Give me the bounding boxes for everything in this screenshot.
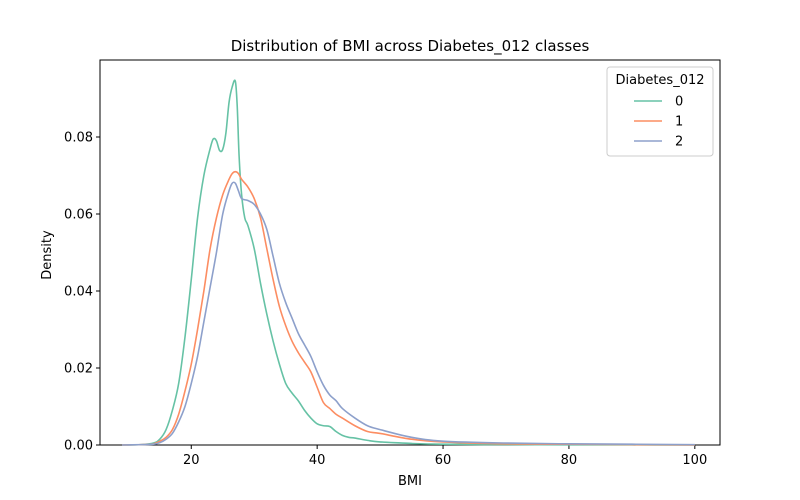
legend-label-2: 2: [675, 135, 683, 150]
series-line-0: [122, 79, 695, 446]
x-tick-label: 20: [183, 453, 200, 468]
y-tick-label: 0.04: [64, 285, 93, 300]
series-line-1: [122, 170, 695, 446]
plot-frame: [99, 59, 721, 446]
x-tick-label: 60: [435, 453, 452, 468]
x-axis-label: BMI: [398, 474, 422, 489]
legend-label-1: 1: [675, 115, 683, 130]
y-tick-label: 0.06: [64, 208, 93, 223]
x-tick-label: 80: [561, 453, 578, 468]
y-tick-label: 0.08: [64, 131, 93, 146]
legend-box: [606, 66, 714, 157]
series-line-2: [122, 181, 695, 446]
x-tick-label: 100: [682, 453, 707, 468]
y-tick-label: 0.00: [64, 439, 93, 454]
y-tick-label: 0.02: [64, 362, 93, 377]
legend-title: Diabetes_012: [615, 73, 704, 88]
x-tick-label: 40: [309, 453, 326, 468]
legend-label-0: 0: [675, 95, 683, 110]
y-axis-label: Density: [40, 230, 55, 280]
legend: Diabetes_012 0 1 2: [606, 66, 714, 157]
chart-title: Distribution of BMI across Diabetes_012 …: [231, 37, 590, 56]
